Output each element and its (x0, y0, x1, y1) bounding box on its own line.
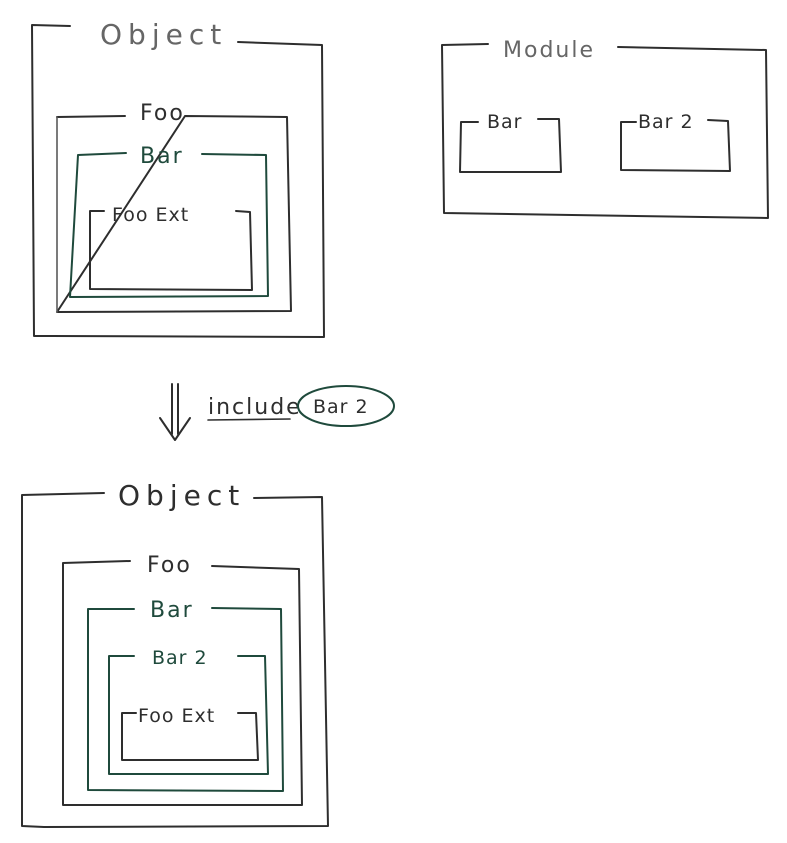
module-bar-label: Bar (487, 111, 523, 133)
before-group: Object Foo Bar Foo Ext (31, 18, 325, 338)
after-fooext-label: Foo Ext (138, 705, 215, 727)
after-foo-box: Foo (62, 553, 303, 806)
module-group: Module Bar Bar 2 (441, 38, 769, 219)
include-target-ellipse (297, 385, 395, 427)
module-bar-box: Bar (459, 111, 562, 173)
include-action: include Bar 2 (159, 383, 395, 441)
after-group: Object Foo Bar Bar 2 Foo Ext (21, 479, 329, 828)
module-bar2-box: Bar 2 (620, 111, 731, 172)
before-foo-label: Foo (140, 101, 185, 126)
after-bar2-box: Bar 2 (108, 647, 269, 775)
include-target: Bar 2 (297, 385, 395, 427)
double-down-arrow-icon (159, 383, 191, 441)
module-bar2-label: Bar 2 (638, 111, 694, 133)
before-fooext-label: Foo Ext (112, 204, 189, 226)
module-title: Module (503, 38, 595, 63)
include-target-label: Bar 2 (313, 396, 369, 418)
before-fooext-box: Foo Ext (89, 204, 253, 291)
before-foo-box: Foo (56, 101, 292, 313)
after-fooext-box: Foo Ext (121, 705, 259, 761)
after-foo-label: Foo (147, 553, 192, 578)
before-bar-label: Bar (140, 144, 184, 169)
before-bar-box: Bar (69, 144, 269, 298)
after-bar-label: Bar (150, 598, 194, 623)
after-object-box: Object (21, 479, 329, 828)
before-object-box: Object (31, 18, 325, 338)
before-object-label: Object (100, 18, 227, 51)
after-bar2-label: Bar 2 (152, 647, 208, 669)
after-object-label: Object (118, 479, 245, 512)
include-keyword: include (208, 395, 302, 420)
module-box: Module (441, 38, 769, 219)
include-underline (207, 418, 291, 421)
after-bar-box: Bar (87, 598, 284, 792)
